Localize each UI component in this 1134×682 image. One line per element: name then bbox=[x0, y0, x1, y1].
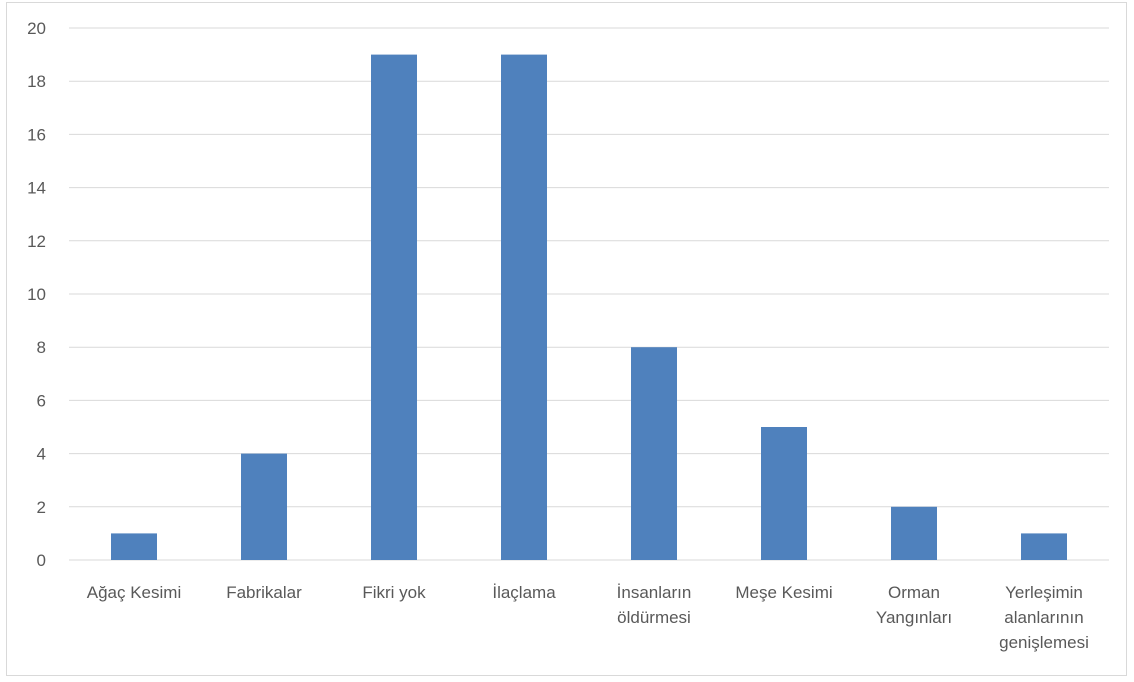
bar bbox=[111, 533, 157, 560]
x-tick-label-line: Fikri yok bbox=[362, 583, 426, 602]
x-tick-label-line: İlaçlama bbox=[492, 583, 556, 602]
x-tick-label-line: Orman bbox=[888, 583, 940, 602]
x-tick-label: Ağaç Kesimi bbox=[87, 583, 181, 602]
y-tick-label: 0 bbox=[37, 551, 46, 570]
y-tick-label: 16 bbox=[27, 125, 46, 144]
x-tick-label-line: Fabrikalar bbox=[226, 583, 302, 602]
bar bbox=[631, 347, 677, 560]
x-tick-label: Meşe Kesimi bbox=[735, 583, 832, 602]
bar bbox=[371, 54, 417, 560]
y-tick-label: 4 bbox=[37, 445, 46, 464]
bar bbox=[501, 54, 547, 560]
x-tick-label-line: genişlemesi bbox=[999, 633, 1089, 652]
y-tick-label: 20 bbox=[27, 19, 46, 38]
x-tick-label: İlaçlama bbox=[492, 583, 556, 602]
x-tick-label: Yerleşimin alanlarının genişlemesi bbox=[999, 583, 1089, 652]
y-tick-label: 18 bbox=[27, 72, 46, 91]
x-tick-label: Fikri yok bbox=[362, 583, 426, 602]
y-tick-label: 8 bbox=[37, 338, 46, 357]
x-tick-label: Fabrikalar bbox=[226, 583, 302, 602]
x-tick-label: Orman Yangınları bbox=[876, 583, 952, 627]
y-tick-label: 2 bbox=[37, 498, 46, 517]
y-tick-label: 6 bbox=[37, 391, 46, 410]
x-tick-label: İnsanların öldürmesi bbox=[617, 583, 692, 627]
y-tick-label: 14 bbox=[27, 179, 46, 198]
x-tick-label-line: Ağaç Kesimi bbox=[87, 583, 181, 602]
x-tick-label-line: İnsanların bbox=[617, 583, 692, 602]
bar bbox=[241, 453, 287, 560]
x-tick-label-line: Meşe Kesimi bbox=[735, 583, 832, 602]
x-tick-label-line: alanlarının bbox=[1004, 608, 1083, 627]
x-tick-label-line: öldürmesi bbox=[617, 608, 691, 627]
bar bbox=[1021, 533, 1067, 560]
bar bbox=[891, 506, 937, 560]
x-tick-label-line: Yerleşimin bbox=[1005, 583, 1083, 602]
chart-frame bbox=[6, 2, 1127, 676]
y-tick-label: 12 bbox=[27, 232, 46, 251]
bar bbox=[761, 427, 807, 560]
x-tick-label-line: Yangınları bbox=[876, 608, 952, 627]
y-tick-label: 10 bbox=[27, 285, 46, 304]
